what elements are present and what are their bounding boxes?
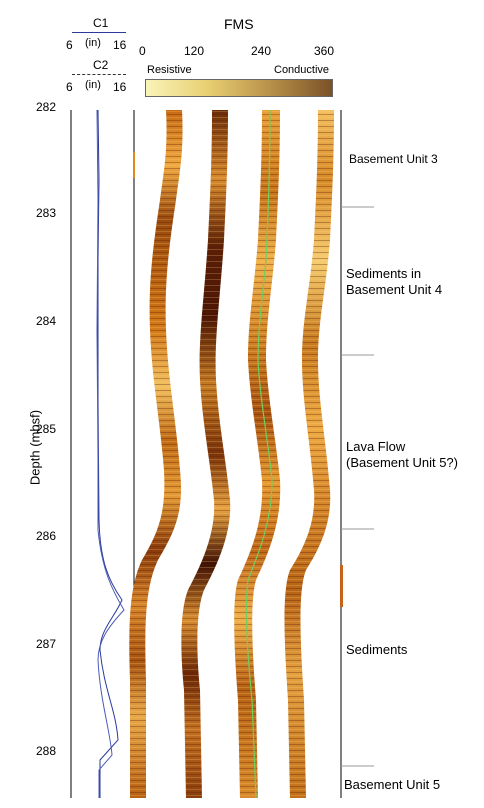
fms-title: FMS bbox=[224, 16, 254, 32]
c1-max: 16 bbox=[113, 38, 127, 52]
depth-tick-286: 286 bbox=[35, 529, 56, 543]
c2-label: C2 bbox=[93, 58, 109, 72]
fms-tick-240: 240 bbox=[251, 44, 272, 58]
unit-label-lava-flow: Lava Flow (Basement Unit 5?) bbox=[346, 439, 458, 470]
fms-pad-2-texture bbox=[181, 110, 231, 798]
depth-tick-282: 282 bbox=[35, 100, 56, 114]
edge-mark-right bbox=[340, 565, 343, 607]
c2-min: 6 bbox=[66, 80, 73, 94]
c1-unit: (in) bbox=[85, 37, 101, 49]
c2-max: 16 bbox=[113, 80, 127, 94]
edge-mark-left bbox=[133, 152, 135, 178]
c1-label: C1 bbox=[93, 16, 109, 30]
caliper-c2-curve bbox=[96, 109, 125, 798]
depth-tick-283: 283 bbox=[35, 206, 56, 220]
unit-label-sediments: Sediments bbox=[346, 642, 408, 657]
fms-pad-3-texture bbox=[234, 110, 281, 798]
fms-pad-4-texture bbox=[284, 110, 334, 798]
depth-tick-288: 288 bbox=[35, 744, 56, 758]
unit-label-basement-3: Basement Unit 3 bbox=[349, 152, 438, 166]
c2-scale-line bbox=[72, 74, 126, 75]
fms-pad-1-texture bbox=[129, 110, 183, 798]
fms-color-scale bbox=[145, 79, 333, 97]
c1-min: 6 bbox=[66, 38, 73, 52]
pad-azimuth-trace bbox=[245, 109, 273, 799]
fms-scale-left-label: Resistive bbox=[147, 64, 192, 76]
caliper-c1-curve bbox=[97, 109, 123, 798]
depth-tick-287: 287 bbox=[35, 637, 56, 651]
c1-scale-line bbox=[72, 32, 126, 33]
depth-tick-284: 284 bbox=[35, 314, 56, 328]
c2-unit: (in) bbox=[85, 79, 101, 91]
fms-tick-120: 120 bbox=[184, 44, 205, 58]
fms-tick-360: 360 bbox=[314, 44, 335, 58]
unit-label-sediments-unit-4: Sediments in Basement Unit 4 bbox=[346, 266, 443, 297]
fms-scale-right-label: Conductive bbox=[274, 64, 330, 76]
depth-tick-285: 285 bbox=[35, 422, 56, 436]
unit-label-basement-5: Basement Unit 5 bbox=[344, 777, 441, 792]
fms-tick-0: 0 bbox=[139, 44, 146, 58]
